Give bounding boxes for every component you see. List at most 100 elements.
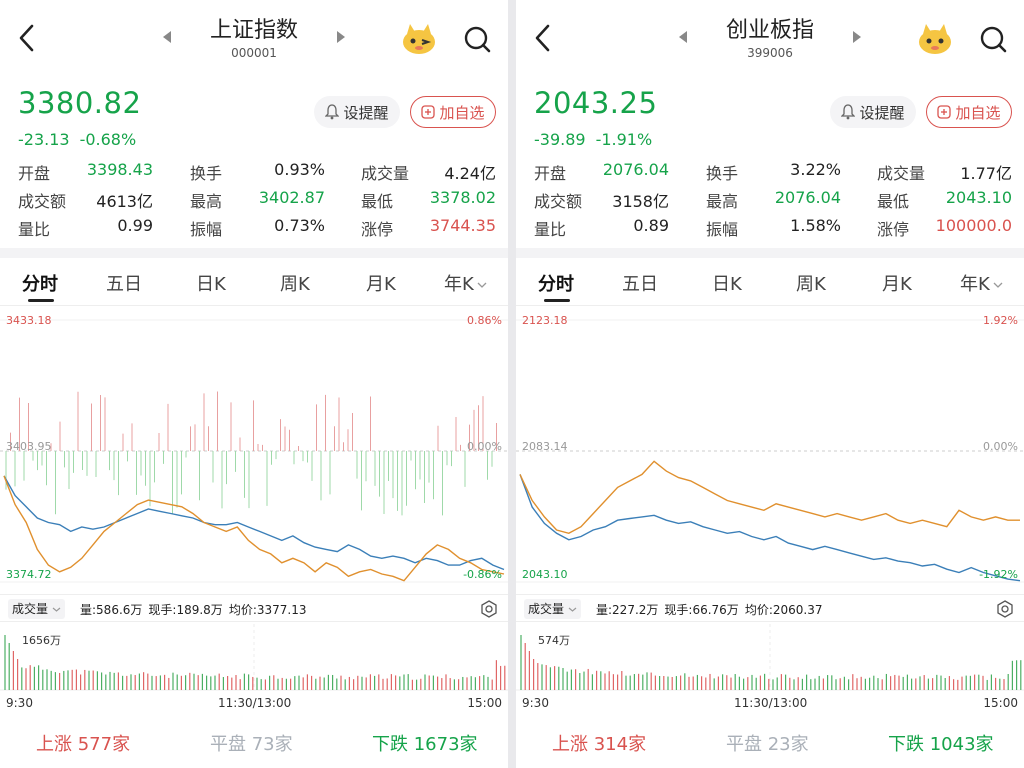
stats-row: 成交额 4613亿 最高 3402.87 最低 3378.02 <box>18 186 498 214</box>
info-text: 量:227.2万 现手:66.76万 均价:2060.37 <box>596 601 822 618</box>
market-breadth: 上涨 577家 平盘 73家 下跌 1673家 <box>0 722 508 762</box>
triangle-right-icon[interactable] <box>334 28 348 46</box>
stat-label: 成交量 <box>361 164 410 183</box>
y-mid-label: 2083.14 <box>522 440 568 453</box>
chevron-down-icon <box>477 282 487 288</box>
active-tab-indicator <box>28 299 54 302</box>
indicator-dropdown[interactable]: 成交量 <box>8 599 65 619</box>
tab-yearly-label: 年K <box>960 274 990 295</box>
stats-row: 量比 0.89 振幅 1.58% 涨停 100000.0 <box>534 214 1014 242</box>
stat-label: 成交量 <box>877 164 926 183</box>
tab-monthly-k[interactable]: 月K <box>882 274 912 295</box>
mascot-icon[interactable] <box>916 22 954 56</box>
current-price: 3380.82 <box>18 86 142 120</box>
time-start: 9:30 <box>6 696 33 710</box>
stats-row: 开盘 2076.04 换手 3.22% 成交量 1.77亿 <box>534 158 1014 186</box>
set-alert-button[interactable]: 设提醒 <box>830 96 916 128</box>
time-end: 15:00 <box>467 696 502 710</box>
stats-row: 开盘 3398.43 换手 0.93% 成交量 4.24亿 <box>18 158 498 186</box>
stat-value: 1.58% <box>790 216 841 235</box>
add-watchlist-button[interactable]: 加自选 <box>926 96 1012 128</box>
change-percent: -1.91% <box>595 130 653 149</box>
breadth-down-label: 下跌 <box>372 734 408 755</box>
stat-label: 最高 <box>190 192 223 211</box>
search-icon[interactable] <box>978 24 1008 54</box>
stats-row: 量比 0.99 振幅 0.73% 涨停 3744.35 <box>18 214 498 242</box>
triangle-left-icon[interactable] <box>676 28 690 46</box>
stat-value: 2076.04 <box>774 188 841 207</box>
chart-tabs: 分时 五日 日K 周K 月K 年K <box>516 262 1024 306</box>
chevron-down-icon <box>993 282 1003 288</box>
info-volume: 量:227.2万 <box>596 603 659 617</box>
indicator-dropdown[interactable]: 成交量 <box>524 599 581 619</box>
tab-monthly-k[interactable]: 月K <box>366 274 396 295</box>
chevron-down-icon <box>568 607 577 612</box>
y-top-label: 2123.18 <box>522 314 568 327</box>
stat-label: 量比 <box>18 220 51 239</box>
pct-top-label: 0.86% <box>467 314 502 327</box>
market-breadth: 上涨 314家 平盘 23家 下跌 1043家 <box>516 722 1024 762</box>
volume-max-label: 574万 <box>538 634 570 647</box>
stats-grid: 开盘 2076.04 换手 3.22% 成交量 1.77亿 成交额 3158亿 最高 20… <box>534 158 1014 242</box>
section-divider <box>0 248 508 258</box>
tab-daily-k[interactable]: 日K <box>196 274 226 295</box>
header: 上证指数 000001 <box>0 0 508 74</box>
stat-value: 4.24亿 <box>444 164 496 183</box>
y-mid-label: 3403.95 <box>6 440 52 453</box>
plus-square-icon <box>421 105 436 119</box>
stat-label: 最低 <box>877 192 910 211</box>
stat-label: 成交额 <box>534 192 583 211</box>
tab-weekly-k[interactable]: 周K <box>796 274 826 295</box>
time-end: 15:00 <box>983 696 1018 710</box>
section-divider <box>516 248 1024 258</box>
stat-value: 3744.35 <box>429 216 496 235</box>
breadth-down: 下跌 1043家 <box>888 730 994 756</box>
tab-weekly-k[interactable]: 周K <box>280 274 310 295</box>
tab-intraday[interactable]: 分时 <box>22 274 58 295</box>
set-alert-label: 设提醒 <box>343 103 389 122</box>
intraday-chart-svg <box>516 319 1024 583</box>
chevron-left-icon[interactable] <box>528 20 558 56</box>
stat-label: 量比 <box>534 220 567 239</box>
tab-intraday[interactable]: 分时 <box>538 274 574 295</box>
volume-chart-svg <box>0 624 508 691</box>
gear-icon[interactable] <box>480 600 498 618</box>
chevron-left-icon[interactable] <box>12 20 42 56</box>
gear-icon[interactable] <box>996 600 1014 618</box>
time-mid: 11:30/13:00 <box>734 696 808 710</box>
info-text: 量:586.6万 现手:189.8万 均价:3377.13 <box>80 601 306 618</box>
search-icon[interactable] <box>462 24 492 54</box>
stat-value: 3158亿 <box>612 192 669 211</box>
breadth-down: 下跌 1673家 <box>372 730 478 756</box>
chart-tabs: 分时 五日 日K 周K 月K 年K <box>0 262 508 306</box>
breadth-up-count: 577家 <box>77 734 131 755</box>
intraday-chart[interactable]: 2123.18 1.92% 2083.14 0.00% 2043.10 -1.9… <box>516 312 1024 592</box>
tab-five-day[interactable]: 五日 <box>622 274 658 295</box>
tab-daily-k[interactable]: 日K <box>712 274 742 295</box>
change-value: -39.89 <box>534 130 586 149</box>
breadth-flat: 平盘 73家 <box>210 730 293 756</box>
volume-chart: 574万 9:30 11:30/13:00 15:00 <box>516 624 1024 716</box>
tab-yearly-k[interactable]: 年K <box>960 270 1004 296</box>
chart-info-bar: 成交量 量:227.2万 现手:66.76万 均价:2060.37 <box>516 594 1024 622</box>
y-bottom-label: 2043.10 <box>522 568 568 581</box>
price-line <box>3 475 505 571</box>
triangle-left-icon[interactable] <box>160 28 174 46</box>
add-watchlist-button[interactable]: 加自选 <box>410 96 496 128</box>
indicator-dropdown-label: 成交量 <box>528 602 565 616</box>
mascot-icon[interactable] <box>400 22 438 56</box>
y-bottom-label: 3374.72 <box>6 568 52 581</box>
triangle-right-icon[interactable] <box>850 28 864 46</box>
intraday-chart[interactable]: 3433.18 0.86% 3403.95 0.00% 3374.72 -0.8… <box>0 312 508 592</box>
breadth-up-label: 上涨 <box>552 734 588 755</box>
stat-label: 换手 <box>190 164 223 183</box>
header: 创业板指 399006 <box>516 0 1024 74</box>
pct-mid-label: 0.00% <box>983 440 1018 453</box>
set-alert-label: 设提醒 <box>859 103 905 122</box>
set-alert-button[interactable]: 设提醒 <box>314 96 400 128</box>
pct-top-label: 1.92% <box>983 314 1018 327</box>
stat-label: 振幅 <box>706 220 739 239</box>
tab-five-day[interactable]: 五日 <box>106 274 142 295</box>
change-value: -23.13 <box>18 130 70 149</box>
tab-yearly-k[interactable]: 年K <box>444 270 488 296</box>
